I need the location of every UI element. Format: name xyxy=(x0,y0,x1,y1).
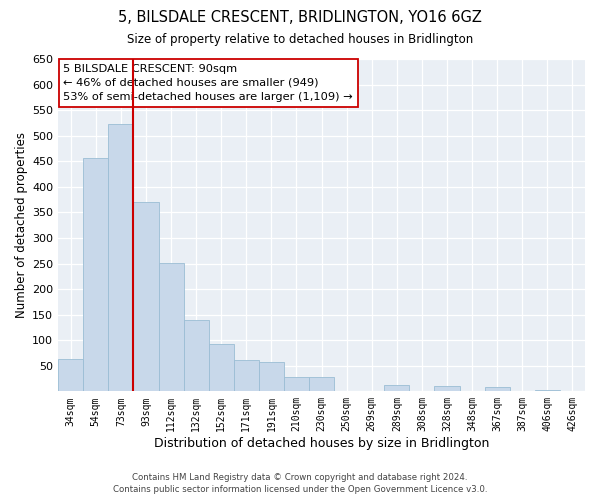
X-axis label: Distribution of detached houses by size in Bridlington: Distribution of detached houses by size … xyxy=(154,437,489,450)
Bar xyxy=(58,359,83,392)
Bar xyxy=(384,384,409,392)
Text: 5, BILSDALE CRESCENT, BRIDLINGTON, YO16 6GZ: 5, BILSDALE CRESCENT, BRIDLINGTON, YO16 … xyxy=(118,10,482,25)
Bar xyxy=(485,387,510,392)
Text: 5 BILSDALE CRESCENT: 90sqm
← 46% of detached houses are smaller (949)
53% of sem: 5 BILSDALE CRESCENT: 90sqm ← 46% of deta… xyxy=(64,64,353,102)
Bar xyxy=(133,202,158,392)
Bar xyxy=(158,263,184,392)
Bar xyxy=(234,360,259,392)
Bar xyxy=(184,320,209,392)
Text: Size of property relative to detached houses in Bridlington: Size of property relative to detached ho… xyxy=(127,32,473,46)
Bar xyxy=(209,344,234,392)
Bar xyxy=(434,386,460,392)
Bar xyxy=(259,362,284,392)
Text: Contains HM Land Registry data © Crown copyright and database right 2024.
Contai: Contains HM Land Registry data © Crown c… xyxy=(113,473,487,494)
Bar xyxy=(83,158,109,392)
Bar xyxy=(109,124,133,392)
Bar xyxy=(535,390,560,392)
Y-axis label: Number of detached properties: Number of detached properties xyxy=(15,132,28,318)
Bar xyxy=(309,377,334,392)
Bar xyxy=(284,377,309,392)
